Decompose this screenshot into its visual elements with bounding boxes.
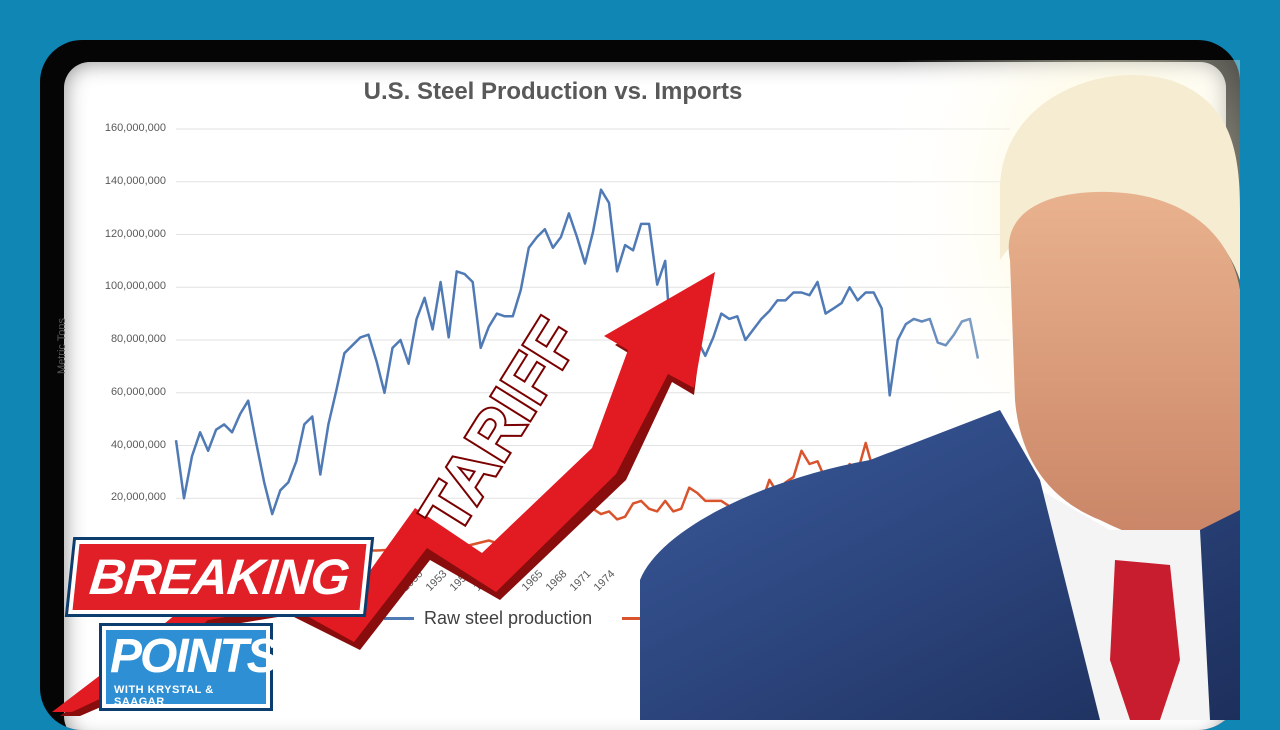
breaking-points-logo: BREAKING POINTS WITH KRYSTAL & SAAGAR [68,540,371,708]
gridlines [176,128,1010,499]
y-tick-label: 160,000,000 [104,122,166,134]
y-tick-label: 40,000,000 [110,438,166,451]
tie [1110,560,1180,720]
y-tick-label: 120,000,000 [104,227,166,240]
chart-title: U.S. Steel Production vs. Imports [363,78,743,105]
y-tick-label: 140,000,000 [104,174,166,187]
person-photo [640,60,1240,720]
y-tick-label: 80,000,000 [110,333,166,345]
series-line-production [174,188,980,516]
legend-swatch-imports [622,617,653,620]
y-tick-label: 20,000,000 [110,491,166,504]
hair [1000,74,1240,280]
y-tick-label: 60,000,000 [110,385,166,398]
points-label: POINTS [110,630,279,683]
legend-swatch-production [384,617,414,620]
legend-label-production: Raw steel production [424,608,593,628]
points-box: POINTS WITH KRYSTAL & SAAGAR [102,626,279,708]
y-tick-label: 100,000,000 [104,280,166,293]
chart-legend: Raw steel production [384,608,653,629]
breaking-label: BREAKING [68,540,371,614]
hosts-subtitle: WITH KRYSTAL & SAAGAR [114,684,214,708]
suit-jacket [640,410,1240,720]
face [1008,191,1240,549]
